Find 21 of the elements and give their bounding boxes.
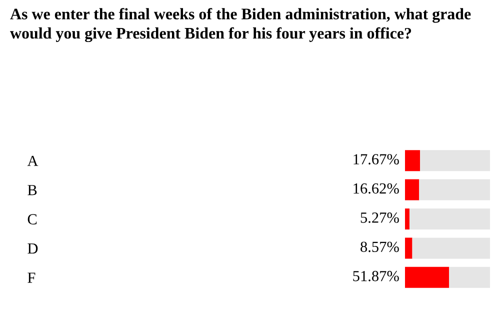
y-tick-label: F [28, 272, 36, 283]
y-tick-label: A [27, 156, 38, 166]
data-label: 16.62% [354, 183, 399, 194]
bar [420, 150, 490, 172]
data-label: 17.67% [354, 154, 399, 164]
data-label: 8.57% [360, 242, 399, 252]
data-label: 5.27% [360, 212, 399, 223]
bar [405, 208, 410, 230]
bar [405, 238, 412, 259]
bar [405, 150, 420, 172]
y-tick-label: D [28, 243, 38, 254]
text: As we enter the final weeks of the Biden administration, what grade would you give President Biden for his four years in office? [10, 8, 471, 42]
y-tick-label: C [28, 214, 37, 224]
bar [405, 179, 420, 200]
bar [419, 179, 490, 200]
data-label: 51.87% [353, 270, 399, 282]
bar [449, 266, 490, 288]
bar [409, 208, 490, 230]
y-tick-label: B [28, 185, 37, 196]
bar [412, 238, 490, 259]
bar [405, 266, 450, 288]
